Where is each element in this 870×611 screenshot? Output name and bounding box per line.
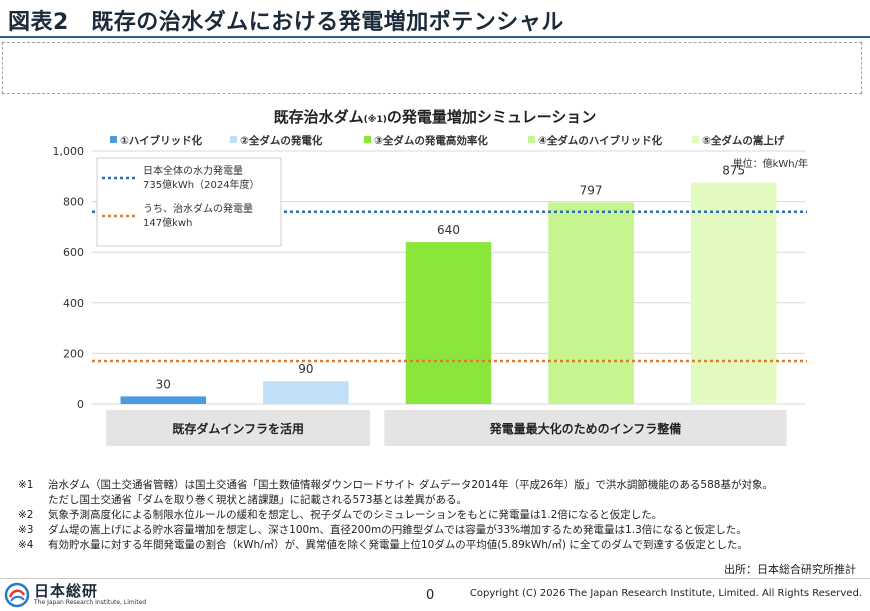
legend-swatch xyxy=(110,136,117,143)
y-tick-label: 400 xyxy=(63,297,84,310)
footnote: ただし国土交通省「ダムを取り巻く現状と諸課題」に記載される573基とは差異がある… xyxy=(18,493,858,508)
group-label: 発電量最大化のためのインフラ整備 xyxy=(489,421,682,436)
title-divider xyxy=(0,36,870,38)
reference-legend-sublabel: 147億kwh xyxy=(143,216,192,229)
y-tick-label: 800 xyxy=(63,196,84,209)
legend-label: ⑤全ダムの嵩上げ xyxy=(702,134,785,147)
bar-3 xyxy=(405,242,492,404)
footnote: ※3 ダム堤の嵩上げによる貯水容量増加を想定し、深さ100m、直径200mの円錐型… xyxy=(18,523,858,538)
summary-box xyxy=(2,42,862,94)
logo-name-en: The Japan Research Institute, Limited xyxy=(34,599,147,606)
data-label: 640 xyxy=(437,223,460,237)
chart-title: 既存治水ダム(※1)の発電量増加シミュレーション xyxy=(274,108,597,126)
data-label: 875 xyxy=(722,164,745,178)
legend-label: ④全ダムのハイブリッド化 xyxy=(538,134,663,147)
footnote: ※2 気象予測高度化による制限水位ルールの緩和を想定し、祝子ダムでのシミュレーショ… xyxy=(18,508,858,523)
footnotes: ※1 治水ダム（国土交通省管轄）は国土交通省「国土数値情報ダウンロードサイト ダム… xyxy=(18,478,858,553)
footnote: ※4 有効貯水量に対する年間発電量の割合（kWh/㎥）が、異常値を除く発電量上位1… xyxy=(18,538,858,553)
reference-legend-box xyxy=(96,157,282,247)
page-number: 0 xyxy=(426,588,435,603)
footnote-text: 気象予測高度化による制限水位ルールの緩和を想定し、祝子ダムでのシミュレーションを… xyxy=(48,509,663,521)
company-logo: 日本総研 The Japan Research Institute, Limit… xyxy=(4,580,146,610)
bar-4 xyxy=(548,202,634,404)
footnote: ※1 治水ダム（国土交通省管轄）は国土交通省「国土数値情報ダウンロードサイト ダム… xyxy=(18,478,858,493)
footnote-mark: ※4 xyxy=(18,539,34,551)
legend-label: ②全ダムの発電化 xyxy=(240,134,323,147)
logo-icon xyxy=(4,582,30,608)
legend-swatch xyxy=(528,136,535,143)
footnote-text: 治水ダム（国土交通省管轄）は国土交通省「国土数値情報ダウンロードサイト ダムデー… xyxy=(48,479,773,491)
group-band-2 xyxy=(384,410,787,446)
footnote-text: 有効貯水量に対する年間発電量の割合（kWh/㎥）が、異常値を除く発電量上位10ダ… xyxy=(48,539,748,551)
source-note: 出所：日本総合研究所推計 xyxy=(724,563,856,576)
reference-legend-label: 日本全体の水力発電量 xyxy=(143,164,243,177)
data-label: 90 xyxy=(298,362,313,376)
legend-swatch xyxy=(692,136,699,143)
y-tick-label: 600 xyxy=(63,246,84,259)
y-tick-label: 1,000 xyxy=(53,145,85,158)
reference-legend-sublabel: 735億kWh（2024年度） xyxy=(143,178,260,191)
bar-2 xyxy=(263,381,349,404)
unit-label: 単位：億kWh/年 xyxy=(733,157,808,170)
footnote-mark: ※1 xyxy=(18,479,34,491)
bar-5 xyxy=(690,182,777,404)
footnote-mark: ※3 xyxy=(18,524,34,536)
y-tick-label: 0 xyxy=(77,398,84,411)
y-tick-label: 200 xyxy=(63,347,84,360)
copyright: Copyright (C) 2026 The Japan Research In… xyxy=(469,588,862,599)
group-band-1 xyxy=(106,410,371,446)
group-label: 既存ダムインフラを活用 xyxy=(172,421,304,436)
bar-chart: 既存治水ダム(※1)の発電量増加シミュレーション 0 200 400 600 800 1,0… xyxy=(53,108,808,446)
bar-1 xyxy=(120,396,207,404)
legend-label: ③全ダムの発電高効率化 xyxy=(374,134,488,147)
footnote-mark: ※2 xyxy=(18,509,34,521)
data-label: 797 xyxy=(580,183,603,197)
legend-swatch xyxy=(230,136,237,143)
legend-swatch xyxy=(364,136,371,143)
data-label: 30 xyxy=(156,377,171,391)
footer-divider xyxy=(0,578,870,579)
legend-label: ①ハイブリッド化 xyxy=(120,134,203,147)
footnote-text: ただし国土交通省「ダムを取り巻く現状と諸課題」に記載される573基とは差異がある… xyxy=(48,494,468,506)
reference-legend-label: うち、治水ダムの発電量 xyxy=(143,202,253,215)
logo-name-jp: 日本総研 xyxy=(34,582,99,600)
footnote-text: ダム堤の嵩上げによる貯水容量増加を想定し、深さ100m、直径200mの円錐型ダム… xyxy=(48,524,747,536)
page-title: 図表2 既存の治水ダムにおける発電増加ポテンシャル xyxy=(8,10,564,35)
